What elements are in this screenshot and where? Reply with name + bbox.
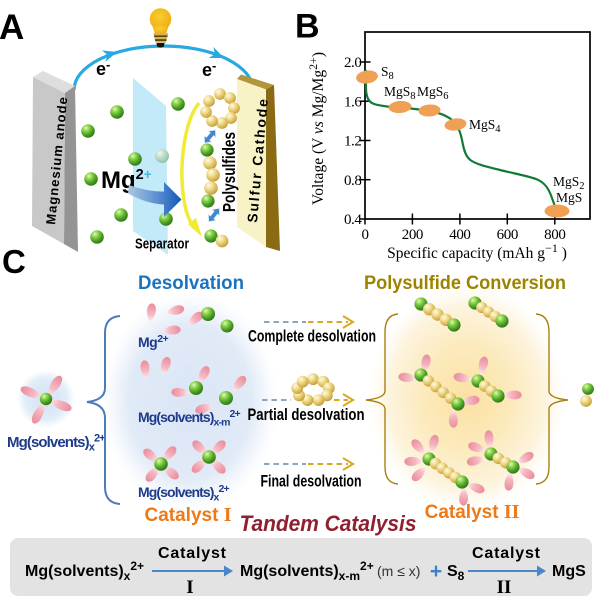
svg-text:200: 200 [402, 227, 423, 243]
svg-text:C: C [2, 243, 26, 280]
svg-text:800: 800 [544, 227, 565, 243]
svg-text:MgS6: MgS6 [417, 84, 449, 102]
svg-text:0: 0 [361, 227, 368, 243]
svg-text:Mg(solvents)x2+: Mg(solvents)x2+ [7, 433, 105, 454]
svg-text:(m ≤ x): (m ≤ x) [377, 563, 420, 579]
svg-text:MgS4: MgS4 [469, 117, 501, 135]
svg-text:1.6: 1.6 [344, 94, 362, 110]
svg-text:Complete desolvation: Complete desolvation [248, 328, 376, 346]
svg-text:Specific capacity (mAh g−1 ): Specific capacity (mAh g−1 ) [387, 241, 567, 262]
svg-text:+: + [430, 560, 442, 583]
svg-text:Separator: Separator [135, 237, 189, 253]
svg-text:0.4: 0.4 [344, 212, 362, 228]
svg-text:600: 600 [497, 227, 518, 243]
svg-text:Catalyst II: Catalyst II [425, 501, 520, 523]
svg-text:I: I [186, 577, 193, 598]
svg-text:Mg(solvents)x2+: Mg(solvents)x2+ [138, 483, 229, 504]
svg-text:Final desolvation: Final desolvation [261, 473, 362, 491]
svg-text:Catalyst: Catalyst [472, 545, 541, 562]
svg-text:A: A [0, 8, 24, 47]
svg-text:Voltage (V vs Mg/Mg2+): Voltage (V vs Mg/Mg2+) [306, 52, 327, 205]
svg-text:MgS8: MgS8 [384, 84, 416, 102]
svg-text:MgS: MgS [556, 190, 582, 205]
svg-text:0.8: 0.8 [344, 173, 362, 189]
svg-text:Catalyst: Catalyst [158, 545, 227, 562]
svg-text:Catalyst I: Catalyst I [145, 504, 232, 526]
svg-text:400: 400 [449, 227, 470, 243]
svg-text:MgS: MgS [552, 563, 586, 580]
svg-text:Polysulfides: Polysulfides [219, 132, 239, 212]
svg-text:2.0: 2.0 [344, 55, 362, 71]
svg-text:Tandem Catalysis: Tandem Catalysis [240, 511, 417, 536]
svg-text:1.2: 1.2 [344, 134, 362, 150]
svg-text:Polysulfide Conversion: Polysulfide Conversion [364, 273, 566, 294]
svg-text:Partial desolvation: Partial desolvation [248, 406, 365, 424]
svg-text:MgS2: MgS2 [553, 174, 585, 192]
svg-text:B: B [295, 8, 320, 46]
svg-text:Desolvation: Desolvation [138, 273, 244, 294]
svg-text:II: II [497, 577, 512, 598]
